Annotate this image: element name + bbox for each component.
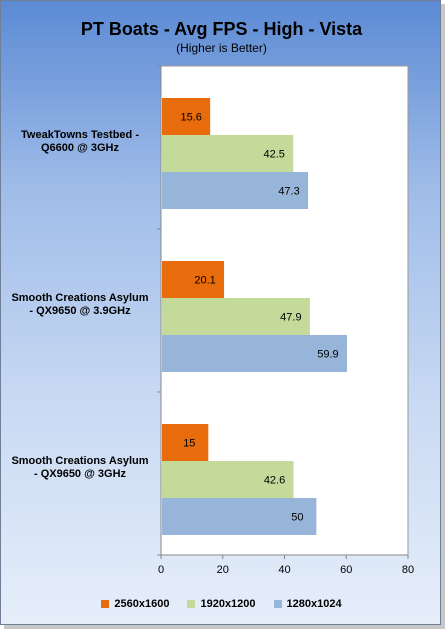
x-tick-label: 20: [217, 564, 229, 576]
category-label: TweakTowns Testbed - Q6600 @ 3GHz: [21, 128, 139, 154]
data-label: 47.9: [280, 312, 301, 324]
data-label: 15: [183, 438, 195, 450]
data-label: 59.9: [317, 349, 338, 361]
x-tick-label: 60: [340, 564, 352, 576]
legend-item: 1280x1024: [273, 598, 342, 610]
data-label: 50: [291, 512, 303, 524]
x-tick-label: 0: [158, 564, 164, 576]
legend-item: 2560x1600: [101, 598, 169, 610]
bar: [162, 135, 294, 172]
legend: 2560x1600 1920x1200 1280x1024: [1, 598, 442, 610]
data-label: 20.1: [194, 275, 215, 287]
legend-swatch: [101, 600, 110, 608]
category-label: Smooth Creations Asylum - QX9650 @ 3.9GH…: [11, 291, 149, 317]
bar: [162, 261, 225, 298]
legend-label: 1920x1200: [200, 598, 256, 610]
bar: [162, 98, 211, 135]
bar: [162, 172, 309, 209]
data-label: 42.6: [264, 475, 285, 487]
bar: [162, 424, 209, 461]
bar: [162, 461, 294, 498]
legend-item: 1920x1200: [187, 598, 256, 610]
frame-shadow-bottom: [4, 625, 445, 629]
frame-shadow-right: [441, 4, 445, 629]
data-label: 47.3: [278, 186, 299, 198]
x-tick-label: 40: [278, 564, 290, 576]
chart-title: PT Boats - Avg FPS - High - Vista: [80, 19, 363, 39]
legend-label: 1280x1024: [286, 598, 342, 610]
chart-subtitle: (Higher is Better): [176, 41, 267, 55]
data-label: 15.6: [180, 112, 201, 124]
legend-swatch: [273, 600, 282, 608]
bar: [162, 298, 310, 335]
legend-swatch: [187, 600, 196, 608]
data-label: 42.5: [264, 149, 285, 161]
category-label: Smooth Creations Asylum - QX9650 @ 3GHz: [11, 454, 149, 480]
legend-label: 2560x1600: [114, 598, 170, 610]
x-tick-label: 80: [402, 564, 414, 576]
bar: [162, 335, 347, 372]
bar: [162, 498, 317, 535]
